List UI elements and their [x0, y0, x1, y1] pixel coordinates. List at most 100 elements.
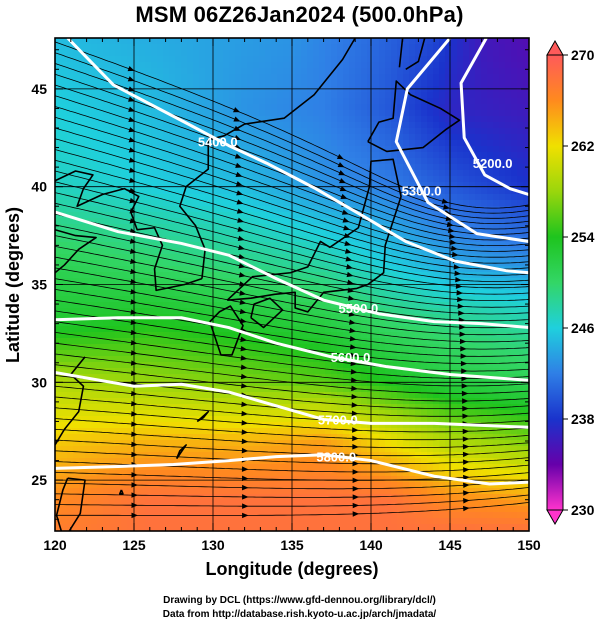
field-cell — [115, 470, 122, 477]
field-cell — [295, 308, 302, 315]
field-cell — [337, 86, 344, 93]
field-cell — [61, 86, 68, 93]
field-cell — [85, 152, 92, 159]
field-cell — [247, 464, 254, 471]
field-cell — [175, 206, 182, 213]
field-cell — [121, 434, 128, 441]
field-cell — [91, 218, 98, 225]
field-cell — [205, 38, 212, 45]
field-cell — [283, 86, 290, 93]
field-cell — [79, 74, 86, 81]
field-cell — [355, 422, 362, 429]
field-cell — [67, 404, 74, 411]
field-cell — [235, 122, 242, 129]
field-cell — [61, 50, 68, 57]
field-cell — [379, 284, 386, 291]
field-cell — [397, 332, 404, 339]
field-cell — [379, 410, 386, 417]
field-cell — [325, 68, 332, 75]
field-cell — [199, 146, 206, 153]
field-cell — [187, 272, 194, 279]
field-cell — [163, 212, 170, 219]
field-cell — [331, 362, 338, 369]
field-cell — [235, 44, 242, 51]
field-cell — [325, 38, 332, 45]
field-cell — [319, 242, 326, 249]
field-cell — [175, 266, 182, 273]
field-cell — [193, 68, 200, 75]
field-cell — [409, 140, 416, 147]
field-cell — [127, 458, 134, 465]
field-cell — [229, 86, 236, 93]
field-cell — [79, 284, 86, 291]
field-cell — [409, 56, 416, 63]
field-cell — [217, 464, 224, 471]
field-cell — [67, 224, 74, 231]
field-cell — [331, 296, 338, 303]
field-cell — [223, 110, 230, 117]
field-cell — [385, 278, 392, 285]
field-cell — [397, 212, 404, 219]
field-cell — [235, 368, 242, 375]
field-cell — [157, 74, 164, 81]
field-cell — [295, 128, 302, 135]
field-cell — [133, 134, 140, 141]
field-cell — [265, 464, 272, 471]
field-cell — [181, 440, 188, 447]
field-cell — [217, 410, 224, 417]
field-cell — [373, 308, 380, 315]
field-cell — [133, 380, 140, 387]
field-cell — [385, 374, 392, 381]
field-cell — [169, 248, 176, 255]
field-cell — [139, 338, 146, 345]
field-cell — [145, 98, 152, 105]
field-cell — [103, 518, 110, 525]
field-cell — [307, 284, 314, 291]
field-cell — [79, 68, 86, 75]
field-cell — [331, 428, 338, 435]
field-cell — [157, 110, 164, 117]
field-cell — [307, 440, 314, 447]
field-cell — [133, 398, 140, 405]
field-cell — [55, 434, 62, 441]
field-cell — [337, 308, 344, 315]
field-cell — [313, 98, 320, 105]
field-cell — [241, 236, 248, 243]
field-cell — [121, 428, 128, 435]
field-cell — [223, 254, 230, 261]
field-cell — [403, 398, 410, 405]
field-cell — [181, 170, 188, 177]
field-cell — [361, 170, 368, 177]
field-cell — [379, 518, 386, 525]
field-cell — [403, 494, 410, 501]
field-cell — [73, 362, 80, 369]
field-cell — [157, 272, 164, 279]
field-cell — [367, 350, 374, 357]
field-cell — [217, 248, 224, 255]
field-cell — [385, 392, 392, 399]
field-cell — [139, 494, 146, 501]
field-cell — [283, 206, 290, 213]
field-cell — [343, 422, 350, 429]
field-cell — [235, 488, 242, 495]
field-cell — [91, 206, 98, 213]
field-cell — [355, 206, 362, 213]
field-cell — [259, 74, 266, 81]
field-cell — [277, 188, 284, 195]
field-cell — [181, 338, 188, 345]
field-cell — [73, 104, 80, 111]
field-cell — [97, 272, 104, 279]
field-cell — [361, 278, 368, 285]
field-cell — [325, 110, 332, 117]
field-cell — [127, 518, 134, 525]
field-cell — [157, 92, 164, 99]
field-cell — [337, 116, 344, 123]
field-cell — [199, 344, 206, 351]
field-cell — [211, 500, 218, 507]
field-cell — [127, 500, 134, 507]
field-cell — [385, 146, 392, 153]
field-cell — [235, 260, 242, 267]
field-cell — [133, 212, 140, 219]
field-cell — [97, 278, 104, 285]
field-cell — [403, 278, 410, 285]
